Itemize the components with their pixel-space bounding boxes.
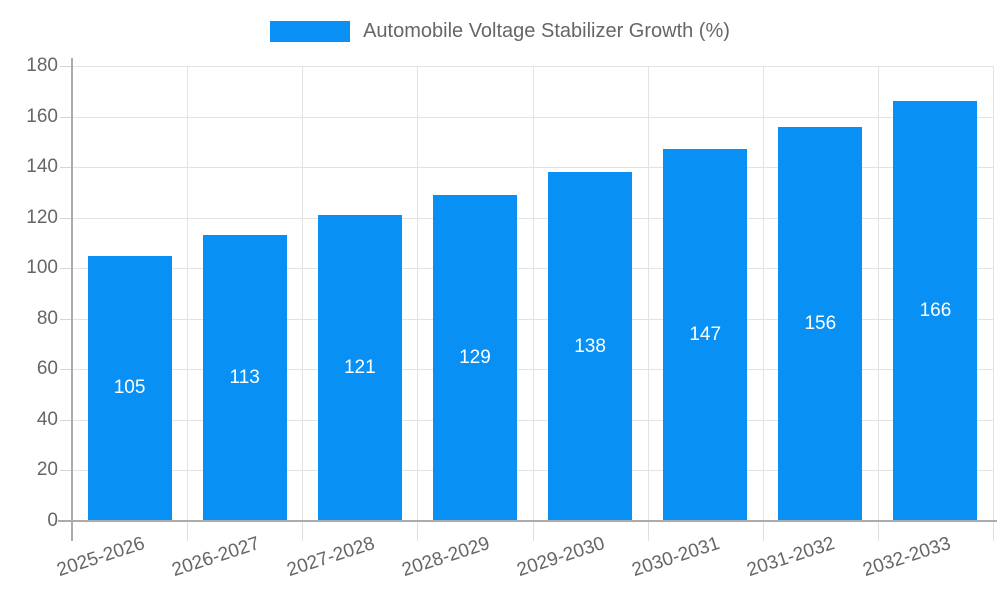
- x-gridline: [877, 66, 879, 521]
- x-axis-tick-label: 2030-2031: [629, 533, 723, 582]
- bar-2030-2031[interactable]: 147: [663, 149, 748, 521]
- x-axis-tick: [877, 521, 879, 541]
- y-axis-tick: [60, 369, 72, 371]
- y-axis-tick-label: 0: [47, 510, 58, 531]
- x-axis-tick: [302, 521, 304, 541]
- bar-2032-2033[interactable]: 166: [893, 101, 978, 521]
- bar-value-label: 105: [113, 377, 146, 399]
- bar-value-label: 129: [459, 346, 491, 368]
- bar-2027-2028[interactable]: 121: [317, 215, 402, 521]
- x-axis-tick-label: 2028-2029: [399, 533, 493, 582]
- bar-value-label: 121: [343, 357, 376, 379]
- chart-legend: Automobile Voltage Stabilizer Growth (%): [0, 20, 1000, 43]
- legend-swatch: [270, 21, 351, 42]
- bar-value-label: 166: [919, 300, 952, 322]
- y-axis-line: [71, 58, 73, 541]
- x-axis-tick: [417, 521, 419, 541]
- y-axis-tick: [60, 470, 72, 472]
- x-gridline: [532, 66, 534, 521]
- y-axis-tick-label: 140: [26, 156, 58, 178]
- legend-item-growth[interactable]: Automobile Voltage Stabilizer Growth (%): [270, 20, 730, 43]
- x-gridline: [993, 66, 994, 521]
- y-axis-tick: [60, 268, 72, 270]
- y-axis-tick-label: 40: [36, 408, 58, 430]
- bar-value-label: 138: [574, 335, 606, 357]
- x-axis-tick: [647, 521, 649, 541]
- x-axis-tick-label: 2031-2032: [744, 533, 838, 582]
- y-axis-tick-label: 120: [26, 206, 58, 228]
- y-axis-tick: [60, 66, 72, 67]
- x-axis-tick-label: 2032-2033: [860, 533, 953, 582]
- bar-2025-2026[interactable]: 105: [87, 255, 172, 521]
- bar-value-label: 147: [689, 324, 722, 346]
- x-gridline: [647, 66, 649, 521]
- y-axis-tick-label: 160: [26, 105, 58, 127]
- y-axis-tick-label: 180: [26, 55, 58, 76]
- bar-2028-2029[interactable]: 129: [432, 194, 517, 521]
- bar-2026-2027[interactable]: 113: [202, 235, 287, 521]
- y-axis-tick-label: 60: [36, 358, 58, 380]
- bar-value-label: 113: [229, 367, 260, 389]
- x-axis-tick-label: 2029-2030: [514, 533, 608, 582]
- x-axis-tick: [993, 521, 994, 541]
- x-axis-tick-label: 2026-2027: [169, 533, 263, 582]
- y-axis-tick: [60, 167, 72, 169]
- y-axis-tick: [60, 318, 72, 320]
- bar-2031-2032[interactable]: 156: [778, 126, 863, 521]
- x-axis-tick-label: 2027-2028: [284, 533, 378, 582]
- x-gridline: [417, 66, 419, 521]
- x-gridline: [762, 66, 764, 521]
- y-axis-tick: [60, 217, 72, 219]
- y-axis-tick-label: 100: [26, 257, 58, 279]
- bar-2029-2030[interactable]: 138: [548, 172, 633, 521]
- y-axis-tick-label: 20: [36, 459, 58, 481]
- x-axis-line: [58, 520, 997, 522]
- y-axis-tick: [60, 419, 72, 421]
- y-axis-tick-label: 80: [36, 307, 58, 329]
- x-gridline: [187, 66, 189, 521]
- y-axis-tick: [60, 116, 72, 118]
- x-axis-tick: [187, 521, 189, 541]
- x-axis-tick: [532, 521, 534, 541]
- legend-label: Automobile Voltage Stabilizer Growth (%): [363, 20, 730, 42]
- x-axis-tick-label: 2025-2026: [54, 533, 148, 582]
- bar-value-label: 156: [804, 312, 837, 334]
- x-axis-tick: [762, 521, 764, 541]
- x-gridline: [302, 66, 304, 521]
